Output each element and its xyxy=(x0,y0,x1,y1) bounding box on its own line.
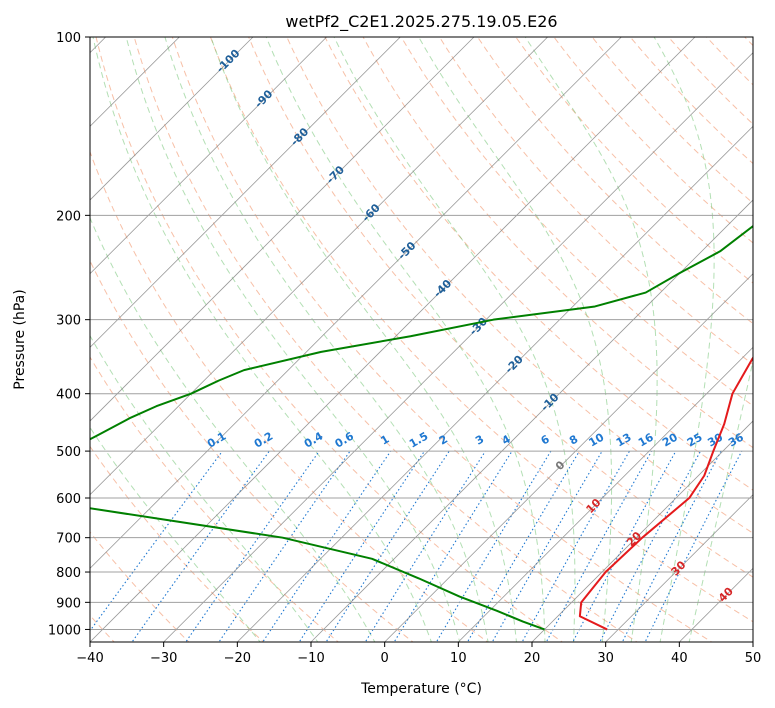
x-tick-label: 0 xyxy=(381,651,389,666)
y-tick-label: 500 xyxy=(56,445,81,460)
isotherm-line xyxy=(90,37,401,348)
moist-adiabat-line xyxy=(90,216,376,642)
y-tick-label: 800 xyxy=(56,566,81,581)
pressure-gridlines xyxy=(90,37,753,630)
isotherm-line xyxy=(310,199,753,642)
plot-area: -100-90-80-70-60-50-40-30-20-10010203040… xyxy=(90,37,753,642)
isotherm-line xyxy=(163,52,753,642)
mixing-ratio-lines xyxy=(90,450,743,642)
x-tick-label: 40 xyxy=(671,651,688,666)
isotherm-line xyxy=(384,273,753,642)
plot-frame xyxy=(89,36,754,643)
y-tick-label: 100 xyxy=(56,31,81,46)
mixing-ratio-line xyxy=(325,450,450,642)
y-tick-label: 200 xyxy=(56,209,81,224)
isotherm-line xyxy=(90,37,475,422)
y-axis-label: Pressure (hPa) xyxy=(12,289,28,389)
y-tick-label: 1000 xyxy=(48,623,81,638)
chart-title: wetPf2_C2E1.2025.275.19.05.E26 xyxy=(285,12,557,32)
isotherm-line xyxy=(531,420,753,642)
x-axis-label: Temperature (°C) xyxy=(360,681,482,697)
dewpoint-profile-line xyxy=(90,224,753,631)
x-tick-label: 10 xyxy=(450,651,467,666)
isotherm-line xyxy=(90,37,548,496)
isotherm-line xyxy=(90,37,327,275)
x-tick-label: 50 xyxy=(745,651,762,666)
isotherm-line xyxy=(605,494,753,642)
mixing-ratio-line xyxy=(393,450,513,642)
dry-adiabat-line xyxy=(90,259,414,642)
mixing-ratio-line xyxy=(364,450,486,642)
x-tick-label: −30 xyxy=(150,651,177,666)
temperature-profile-line xyxy=(578,356,753,631)
x-tick-label: 30 xyxy=(597,651,614,666)
x-tick-label: −20 xyxy=(224,651,251,666)
isotherm-line xyxy=(90,37,622,569)
y-tick-label: 600 xyxy=(56,492,81,507)
isotherm-line xyxy=(458,346,753,642)
isotherm-line xyxy=(237,125,753,642)
mixing-ratio-line xyxy=(185,450,320,642)
mixing-ratio-line xyxy=(90,450,223,632)
mixing-ratio-line xyxy=(599,450,702,642)
x-axis-ticks: −40 −30 −20 −10 0 10 20 30 40 50 xyxy=(76,642,761,666)
mixing-ratio-line xyxy=(466,450,580,642)
y-tick-label: 400 xyxy=(56,388,81,403)
mixing-ratio-line xyxy=(131,450,270,642)
x-tick-label: 20 xyxy=(524,651,541,666)
y-tick-label: 700 xyxy=(56,532,81,547)
y-axis-ticks: 100 200 300 400 500 600 700 800 900 1000 xyxy=(48,31,90,638)
isotherm-line xyxy=(90,37,254,201)
mixing-ratio-line xyxy=(218,450,351,642)
dry-adiabat-line xyxy=(90,150,489,642)
mixing-ratio-labels: 0.1 0.2 0.4 0.6 1 1.5 2 3 4 6 8 10 13 16 20 25 30 36 xyxy=(205,429,746,450)
mixing-ratio-line xyxy=(262,450,392,642)
mixing-ratio-line xyxy=(298,450,425,642)
x-tick-label: −40 xyxy=(76,651,103,666)
profile-series xyxy=(90,224,753,631)
y-tick-label: 300 xyxy=(56,314,81,329)
isotherms xyxy=(90,37,753,642)
y-tick-label: 900 xyxy=(56,596,81,611)
x-tick-label: −10 xyxy=(297,651,324,666)
mixing-ratio-line xyxy=(621,450,722,642)
